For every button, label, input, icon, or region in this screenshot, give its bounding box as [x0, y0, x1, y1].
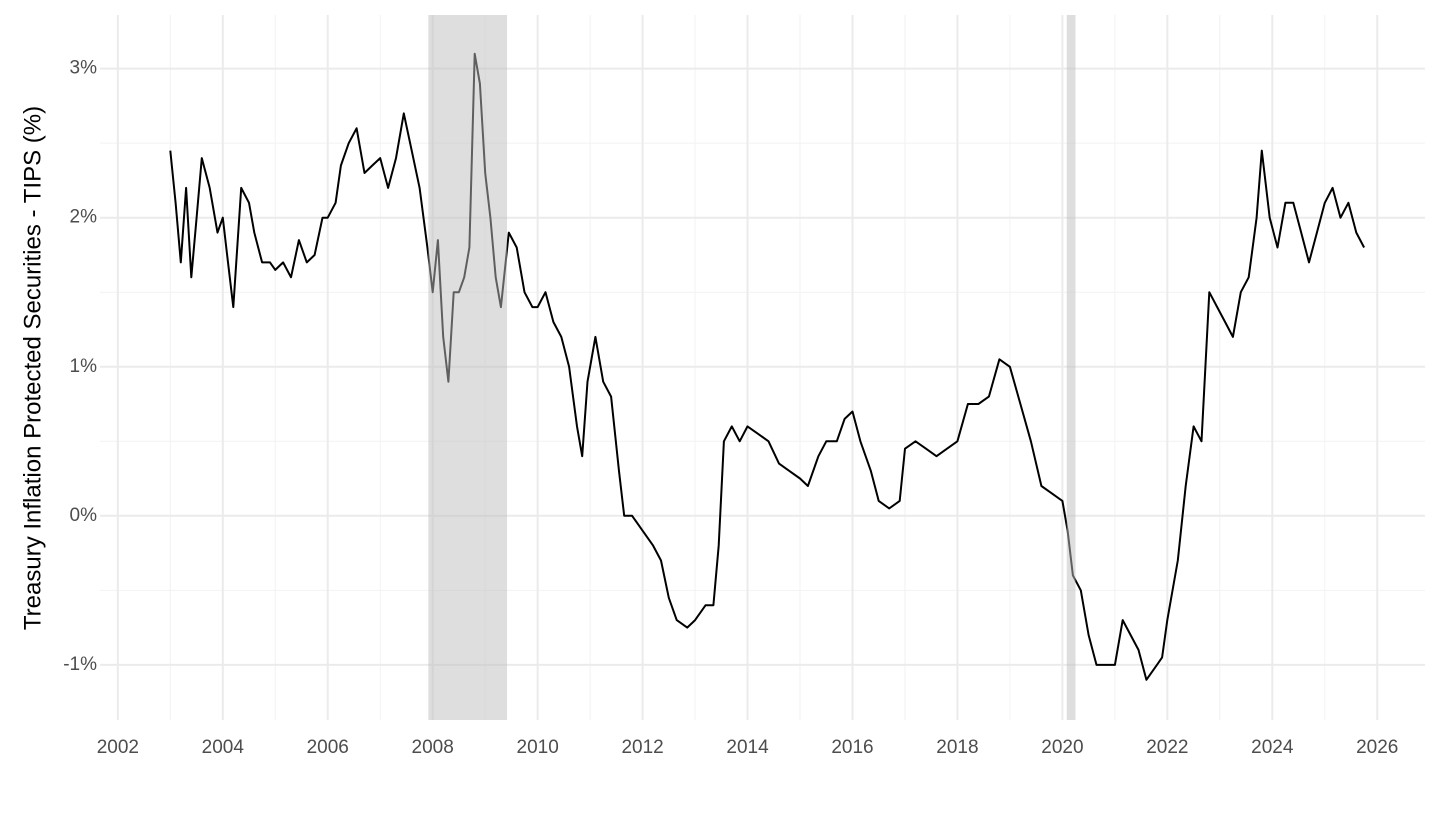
- data-line: [169, 52, 1365, 681]
- x-tick-label: 2014: [726, 737, 769, 758]
- y-axis-title: Treasury Inflation Protected Securities …: [19, 106, 46, 630]
- x-tick-label: 2004: [202, 737, 245, 758]
- x-tick-label: 2008: [412, 737, 454, 758]
- x-tick-label: 2026: [1356, 737, 1398, 758]
- y-tick-label: 3%: [70, 58, 98, 79]
- x-tick-label: 2006: [307, 737, 349, 758]
- y-tick-label: -1%: [63, 654, 97, 675]
- x-tick-label: 2022: [1146, 737, 1188, 758]
- y-tick-label: 2%: [70, 207, 98, 228]
- x-tick-label: 2020: [1041, 737, 1083, 758]
- x-tick-label: 2012: [621, 737, 663, 758]
- x-tick-label: 2010: [517, 737, 559, 758]
- recession-band: [1066, 15, 1076, 720]
- y-tick-label: 1%: [70, 356, 98, 377]
- marks: [169, 15, 1365, 720]
- x-tick-label: 2016: [831, 737, 873, 758]
- recession-band: [428, 15, 508, 720]
- y-tick-label: 0%: [70, 505, 98, 526]
- x-tick-label: 2018: [936, 737, 978, 758]
- grid: [100, 15, 1425, 720]
- x-tick-label: 2024: [1251, 737, 1294, 758]
- x-tick-label: 2002: [97, 737, 139, 758]
